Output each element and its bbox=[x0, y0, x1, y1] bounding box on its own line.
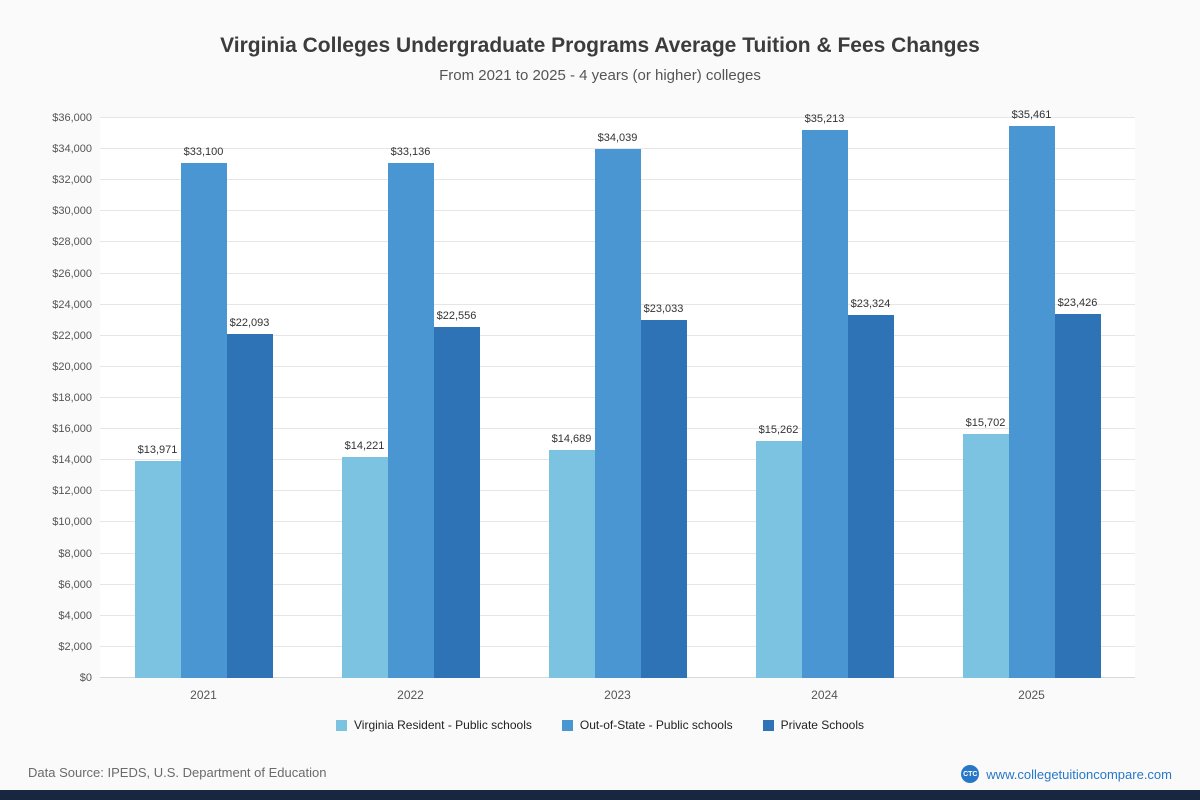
y-tick-label: $32,000 bbox=[52, 174, 92, 187]
y-tick-label: $24,000 bbox=[52, 298, 92, 311]
x-axis-category-label: 2022 bbox=[397, 688, 424, 702]
y-tick-label: $8,000 bbox=[58, 547, 92, 560]
bar-value-label: $35,461 bbox=[1011, 109, 1052, 122]
bar: $23,324 bbox=[847, 298, 894, 678]
bar-value-label: $14,689 bbox=[551, 432, 592, 445]
bar-group: $14,689 $34,039 $23,033 2023 bbox=[548, 118, 687, 702]
legend-item: Out-of-State - Public schools bbox=[561, 718, 733, 732]
bar-value-label: $35,213 bbox=[804, 113, 845, 126]
legend-swatch-icon bbox=[762, 719, 774, 731]
y-tick-label: $10,000 bbox=[52, 516, 92, 529]
legend-swatch-icon bbox=[561, 719, 573, 731]
bar: $22,093 bbox=[226, 317, 273, 678]
chart-header: Virginia Colleges Undergraduate Programs… bbox=[0, 0, 1200, 84]
legend-item: Private Schools bbox=[762, 718, 864, 732]
bar: $23,426 bbox=[1054, 297, 1101, 678]
gridline bbox=[100, 117, 1135, 118]
bar-value-label: $23,033 bbox=[643, 302, 684, 315]
bar-value-label: $15,702 bbox=[965, 416, 1006, 429]
bar-value-label: $15,262 bbox=[758, 423, 799, 436]
y-axis: $0 $2,000 $4,000 $6,000 $8,000 $10,000 $12,000… bbox=[28, 112, 100, 684]
y-tick-label: $22,000 bbox=[52, 329, 92, 342]
x-axis-category-label: 2025 bbox=[1018, 688, 1045, 702]
legend: Virginia Resident - Public schools Out-of… bbox=[0, 718, 1200, 732]
bar: $14,689 bbox=[548, 433, 595, 678]
bar-value-label: $14,221 bbox=[344, 439, 385, 452]
y-tick-label: $34,000 bbox=[52, 143, 92, 156]
y-tick-label: $18,000 bbox=[52, 392, 92, 404]
bar-group: $13,971 $33,100 $22,093 2021 bbox=[134, 118, 273, 702]
legend-label: Virginia Resident - Public schools bbox=[354, 718, 532, 732]
bar-value-label: $33,100 bbox=[183, 146, 224, 159]
bar: $13,971 bbox=[134, 444, 181, 678]
bar-value-label: $34,039 bbox=[597, 131, 638, 144]
data-source-note: Data Source: IPEDS, U.S. Department of E… bbox=[28, 765, 327, 780]
y-tick-label: $28,000 bbox=[52, 236, 92, 249]
plot-area: $13,971 $33,100 $22,093 2021 $14,221 $33,136 $… bbox=[100, 109, 1135, 702]
legend-swatch-icon bbox=[336, 719, 347, 731]
bar-value-label: $13,971 bbox=[137, 443, 178, 456]
bar: $15,262 bbox=[755, 424, 802, 678]
bottom-accent-bar bbox=[0, 790, 1200, 800]
y-tick-label: $0 bbox=[79, 672, 92, 684]
bar: $33,136 bbox=[387, 146, 434, 678]
bar-group: $14,221 $33,136 $22,556 2022 bbox=[341, 118, 480, 702]
bar: $22,556 bbox=[433, 310, 480, 678]
legend-item: Virginia Resident - Public schools bbox=[336, 718, 532, 732]
y-tick-label: $36,000 bbox=[52, 112, 92, 124]
legend-label: Out-of-State - Public schools bbox=[579, 718, 733, 732]
y-tick-label: $20,000 bbox=[52, 360, 92, 373]
chart-title: Virginia Colleges Undergraduate Programs… bbox=[220, 34, 980, 57]
y-tick-label: $26,000 bbox=[52, 267, 92, 280]
bar-value-label: $23,324 bbox=[850, 298, 891, 311]
chart-subtitle: From 2021 to 2025 - 4 years (or higher) … bbox=[439, 67, 761, 84]
bar: $14,221 bbox=[341, 440, 388, 678]
bar-value-label: $23,426 bbox=[1057, 296, 1098, 309]
x-axis-category-label: 2023 bbox=[604, 688, 631, 702]
bar: $33,100 bbox=[180, 146, 227, 678]
bar-group: $15,262 $35,213 $23,324 2024 bbox=[755, 113, 894, 702]
bar: $34,039 bbox=[594, 132, 641, 678]
y-tick-label: $16,000 bbox=[52, 423, 92, 436]
y-tick-label: $12,000 bbox=[52, 485, 92, 498]
bar: $35,461 bbox=[1008, 109, 1055, 678]
bar: $23,033 bbox=[640, 303, 687, 678]
x-axis-category-label: 2024 bbox=[811, 688, 838, 702]
y-tick-label: $2,000 bbox=[58, 640, 92, 653]
legend-label: Private Schools bbox=[780, 718, 864, 732]
ctc-logo-icon: CTC bbox=[961, 765, 980, 783]
bar-value-label: $22,556 bbox=[436, 310, 477, 323]
chart: $0 $2,000 $4,000 $6,000 $8,000 $10,000 $12,000… bbox=[28, 109, 1135, 702]
website-url: www.collegetuitioncompare.com bbox=[986, 766, 1172, 782]
bar: $15,702 bbox=[962, 417, 1009, 678]
bar-value-label: $22,093 bbox=[229, 317, 270, 330]
y-tick-label: $4,000 bbox=[58, 609, 92, 622]
bar-group: $15,702 $35,461 $23,426 2025 bbox=[962, 109, 1101, 702]
bar: $35,213 bbox=[801, 113, 848, 678]
y-tick-label: $6,000 bbox=[58, 578, 92, 591]
bar-value-label: $33,136 bbox=[390, 145, 431, 158]
x-axis-category-label: 2021 bbox=[190, 688, 217, 702]
bar-groups: $13,971 $33,100 $22,093 2021 $14,221 $33,136 $… bbox=[100, 109, 1135, 702]
y-tick-label: $14,000 bbox=[52, 454, 92, 467]
y-tick-label: $30,000 bbox=[52, 205, 92, 218]
website-link[interactable]: CTC www.collegetuitioncompare.com bbox=[961, 765, 1172, 783]
